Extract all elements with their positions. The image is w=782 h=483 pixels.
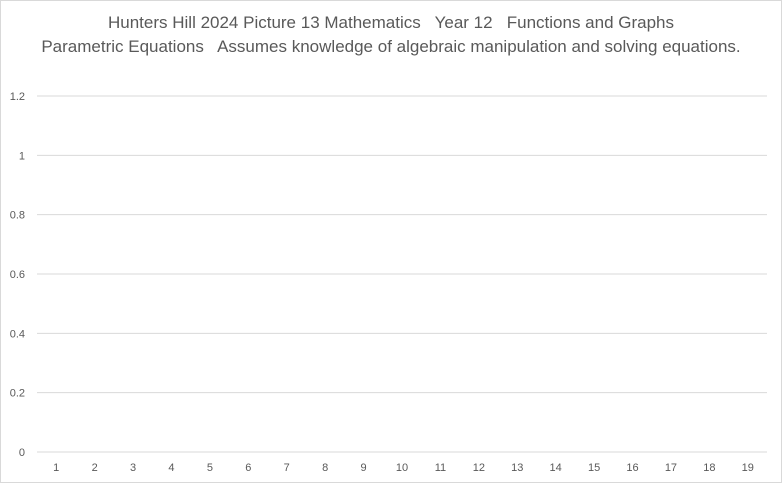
x-tick-label: 12 <box>473 462 485 474</box>
x-tick-label: 14 <box>550 462 562 474</box>
x-tick-label: 1 <box>53 462 59 474</box>
x-tick-label: 11 <box>435 462 446 474</box>
y-tick-label: 0.4 <box>10 328 25 340</box>
y-tick-label: 0 <box>19 447 25 459</box>
x-tick-label: 4 <box>168 462 174 474</box>
x-tick-label: 8 <box>322 462 328 474</box>
y-tick-label: 1 <box>19 150 25 162</box>
x-tick-label: 2 <box>92 462 98 474</box>
x-tick-label: 19 <box>742 462 754 474</box>
x-tick-label: 13 <box>511 462 523 474</box>
y-tick-label: 0.2 <box>10 388 25 400</box>
x-tick-label: 7 <box>284 462 290 474</box>
chart-title: Hunters Hill 2024 Picture 13 Mathematics… <box>41 13 741 56</box>
x-tick-label: 18 <box>703 462 715 474</box>
x-tick-label: 10 <box>396 462 408 474</box>
x-tick-label: 9 <box>361 462 367 474</box>
y-tick-label: 0.6 <box>10 269 25 281</box>
y-tick-label: 1.2 <box>10 91 25 103</box>
x-tick-label: 6 <box>245 462 251 474</box>
x-tick-label: 17 <box>665 462 677 474</box>
x-tick-label: 15 <box>588 462 600 474</box>
x-tick-label: 5 <box>207 462 213 474</box>
x-tick-label: 16 <box>626 462 638 474</box>
y-tick-label: 0.8 <box>10 210 25 222</box>
x-tick-label: 3 <box>130 462 136 474</box>
